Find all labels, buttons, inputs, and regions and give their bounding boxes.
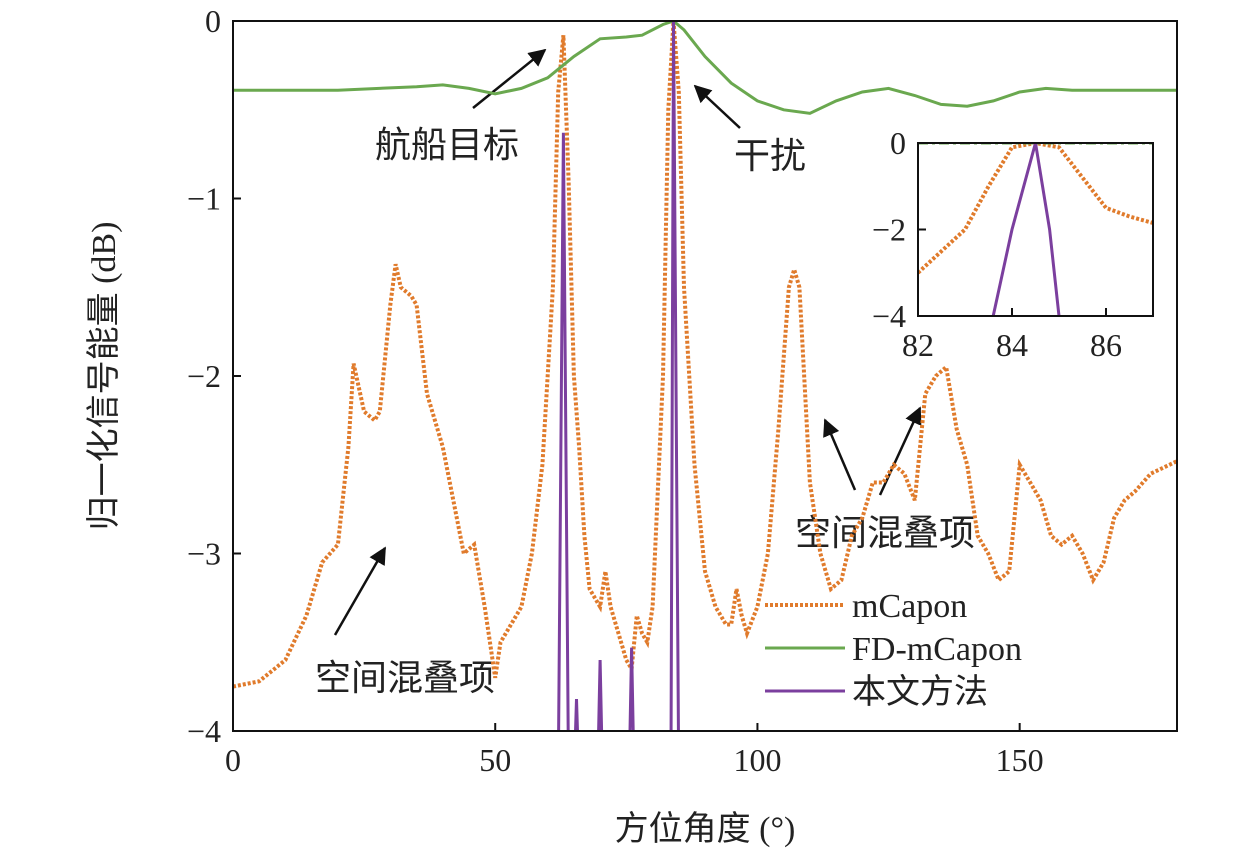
x-tick-label: 50 — [479, 742, 511, 778]
y-tick-label: −4 — [187, 713, 221, 749]
annotation: 干扰 — [734, 136, 806, 176]
series-line — [918, 143, 1153, 275]
annotation: 航船目标 — [375, 125, 519, 165]
series-line — [233, 21, 1177, 689]
inset-background — [918, 143, 1153, 316]
y-tick-label: −2 — [187, 358, 221, 394]
legend-label: mCapon — [852, 588, 967, 625]
y-tick-label: 0 — [205, 3, 221, 39]
x-tick-label: 86 — [1090, 327, 1122, 363]
legend-label: FD-mCapon — [852, 631, 1022, 668]
x-tick-label: 100 — [733, 742, 781, 778]
series-line — [557, 21, 680, 731]
x-tick-label: 84 — [996, 327, 1028, 363]
annotation: 空间混叠项 — [795, 513, 975, 553]
series-line — [233, 21, 1177, 115]
legend-label: 本文方法 — [852, 673, 988, 711]
y-tick-label: 0 — [890, 125, 906, 161]
y-tick-label: −3 — [187, 536, 221, 572]
x-axis-label: 方位角度 (°) — [615, 810, 796, 848]
y-tick-label: −4 — [872, 298, 906, 334]
x-tick-label: 150 — [996, 742, 1044, 778]
series-line — [991, 143, 1061, 316]
annotation: 空间混叠项 — [315, 658, 495, 698]
y-axis-label: 归一化信号能量 (dB) — [85, 222, 123, 531]
y-tick-label: −2 — [872, 212, 906, 248]
x-tick-label: 82 — [902, 327, 934, 363]
y-tick-label: −1 — [187, 181, 221, 217]
x-tick-label: 0 — [225, 742, 241, 778]
